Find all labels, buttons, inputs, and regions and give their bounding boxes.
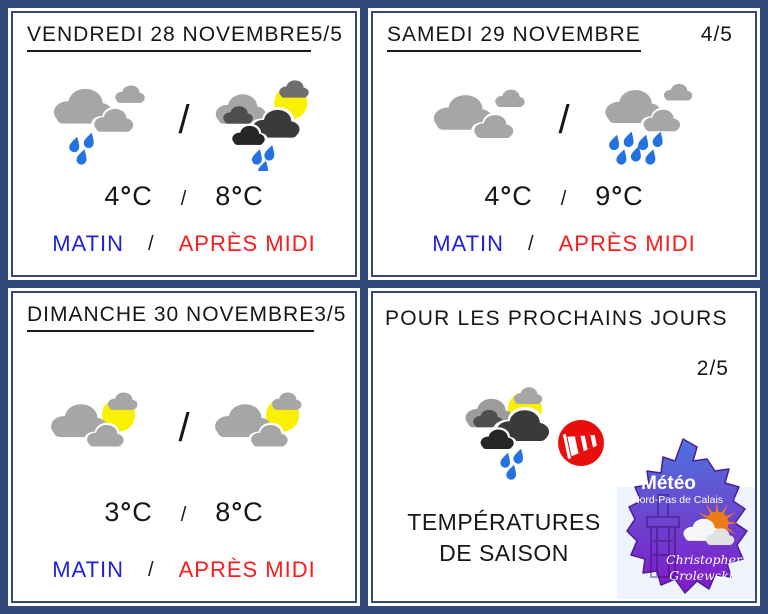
morning-weather-icon: [44, 78, 160, 171]
cell-friday: VENDREDI 28 NOVEMBRE 5/5 / 4°C / 8°C MAT…: [8, 8, 360, 280]
day-title-saturday: SAMEDI 29 NOVEMBRE: [387, 23, 641, 52]
periods-row: MATIN / APRÈS MIDI: [387, 231, 741, 257]
afternoon-weather-icon: [208, 78, 324, 172]
weather-icons-row: /: [27, 386, 341, 479]
panel-saturday: SAMEDI 29 NOVEMBRE 4/5 / 4°C / 9°C MATIN…: [371, 11, 757, 277]
sun-clouds-icon: [214, 392, 302, 448]
panel-header: VENDREDI 28 NOVEMBRE 5/5: [27, 23, 342, 52]
panel-outlook: POUR LES PROCHAINS JOURS 2/5 TEMPÉRATURE…: [371, 291, 757, 603]
morning-temperature: 4°C: [104, 181, 153, 212]
rain-clouds-icon: [54, 85, 146, 165]
sun-clouds-rain-wind-icon: [465, 387, 604, 480]
clouds-icon: [434, 89, 526, 140]
morning-weather-icon: [44, 386, 160, 479]
sun-dark-clouds-rain-icon: [215, 80, 309, 172]
logo-signature-line1: Christopher: [666, 552, 743, 567]
slash-separator: /: [180, 188, 188, 211]
panel-friday: VENDREDI 28 NOVEMBRE 5/5 / 4°C / 8°C MAT…: [11, 11, 357, 277]
temperatures-row: 3°C / 8°C: [27, 497, 341, 528]
logo-title: Météo: [641, 473, 696, 494]
periods-row: MATIN / APRÈS MIDI: [27, 557, 341, 583]
periods-row: MATIN / APRÈS MIDI: [27, 231, 341, 257]
outlook-caption-line2: DE SAISON: [439, 540, 569, 567]
sun-clouds-icon: [51, 392, 138, 448]
nord-pas-de-calais-map-shape: [626, 438, 748, 594]
day-title-sunday: DIMANCHE 30 NOVEMBRE: [27, 303, 315, 332]
meteo-nord-pas-de-calais-logo: Météo Nord-Pas de Calais Christopher Gro…: [605, 429, 755, 601]
cell-saturday: SAMEDI 29 NOVEMBRE 4/5 / 4°C / 9°C MATIN…: [368, 8, 760, 280]
slash-separator: /: [558, 97, 570, 142]
belfry-icon: [646, 494, 680, 578]
morning-weather-icon: [424, 78, 540, 171]
morning-temperature: 4°C: [484, 181, 533, 212]
afternoon-weather-icon: [208, 386, 324, 479]
rating-saturday: 4/5: [700, 23, 733, 46]
rating-outlook: 2/5: [696, 357, 729, 380]
morning-label: MATIN: [52, 231, 125, 256]
slash-separator: /: [148, 232, 155, 255]
morning-label: MATIN: [432, 231, 505, 256]
outlook-weather-icon: [461, 385, 613, 483]
afternoon-label: APRÈS MIDI: [178, 231, 316, 256]
rain-clouds-heavy-icon: [604, 83, 692, 165]
temperatures-row: 4°C / 9°C: [387, 181, 741, 212]
region-map-logo: Météo Nord-Pas de Calais Christopher Gro…: [617, 438, 755, 599]
afternoon-temperature: 8°C: [215, 497, 264, 528]
afternoon-label: APRÈS MIDI: [178, 557, 316, 582]
slash-separator: /: [180, 504, 188, 527]
outlook-caption-line1: TEMPÉRATURES: [407, 509, 601, 535]
rating-sunday: 3/5: [314, 303, 347, 326]
panel-header: SAMEDI 29 NOVEMBRE 4/5: [387, 23, 741, 52]
morning-label: MATIN: [52, 557, 125, 582]
logo-signature-line2: Grolewski: [669, 568, 733, 583]
cell-sunday: DIMANCHE 30 NOVEMBRE 3/5 / 3°C / 8°C MAT…: [8, 288, 360, 606]
slash-separator: /: [178, 97, 190, 142]
slash-separator: /: [560, 188, 568, 211]
outlook-caption: TEMPÉRATURES DE SAISON: [391, 507, 617, 569]
weather-icons-row: /: [27, 78, 341, 172]
temperatures-row: 4°C / 8°C: [27, 181, 341, 212]
morning-temperature: 3°C: [104, 497, 153, 528]
windsock-icon: [558, 420, 604, 466]
rating-friday: 5/5: [310, 23, 343, 46]
slash-separator: /: [528, 232, 535, 255]
afternoon-weather-icon: [588, 78, 704, 171]
slash-separator: /: [178, 405, 190, 450]
afternoon-label: APRÈS MIDI: [558, 231, 696, 256]
logo-subtitle: Nord-Pas de Calais: [632, 494, 723, 506]
cell-outlook: POUR LES PROCHAINS JOURS 2/5 TEMPÉRATURE…: [368, 288, 760, 606]
panel-header: DIMANCHE 30 NOVEMBRE 3/5: [27, 303, 345, 332]
afternoon-temperature: 9°C: [595, 181, 644, 212]
day-title-friday: VENDREDI 28 NOVEMBRE: [27, 23, 311, 52]
weather-icons-row: /: [387, 78, 741, 171]
afternoon-temperature: 8°C: [215, 181, 264, 212]
panel-sunday: DIMANCHE 30 NOVEMBRE 3/5 / 3°C / 8°C MAT…: [11, 291, 357, 603]
slash-separator: /: [148, 558, 155, 581]
outlook-title: POUR LES PROCHAINS JOURS: [385, 307, 728, 330]
